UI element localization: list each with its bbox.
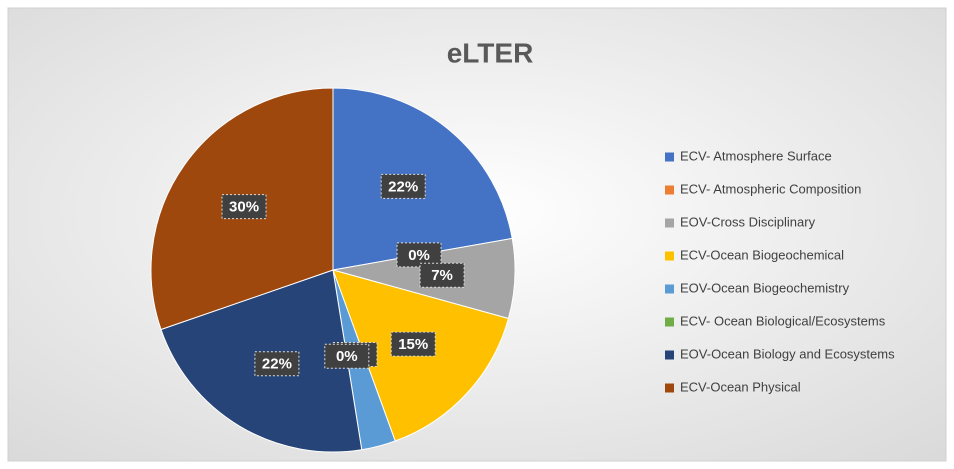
data-label: 0% [408,247,430,264]
data-label: 0% [336,348,358,365]
legend-swatch [665,218,674,228]
legend-label: EOV-Ocean Biogeochemistry [680,280,850,295]
legend-swatch [665,185,674,195]
data-label: 22% [262,356,292,373]
legend-label: ECV- Atmospheric Composition [680,181,861,196]
legend-label: EOV-Ocean Biology and Ecosystems [680,346,895,361]
data-label-box [324,343,370,369]
legend-label: ECV-Ocean Physical [680,379,801,394]
data-label: 22% [388,178,418,195]
chart-title: eLTER [447,37,534,68]
data-label: 7% [431,267,453,284]
legend-swatch [665,251,674,261]
data-label: 15% [398,336,428,353]
data-label-box [380,173,426,199]
data-label-box [390,331,436,357]
data-label: 30% [229,199,259,216]
legend-swatch [665,284,674,294]
legend-swatch [665,152,674,162]
data-label-box [254,351,300,377]
legend-label: ECV- Ocean Biological/Ecosystems [680,313,886,328]
legend-label: EOV-Cross Disciplinary [680,214,816,229]
data-label-box [221,194,267,220]
legend-swatch [665,383,674,393]
legend-swatch [665,317,674,327]
legend-swatch [665,350,674,360]
data-label-box [419,262,465,288]
legend-label: ECV-Ocean Biogeochemical [680,247,844,262]
legend-label: ECV- Atmosphere Surface [680,148,832,163]
